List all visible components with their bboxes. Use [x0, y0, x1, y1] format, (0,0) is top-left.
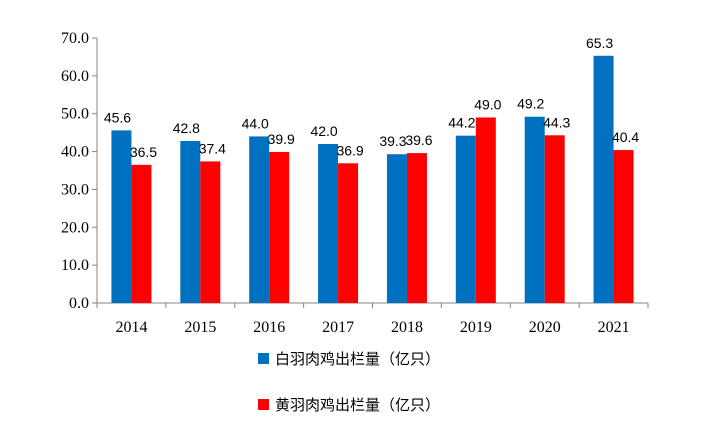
bar-yellow-feather [338, 163, 359, 303]
y-tick-label: 60.0 [61, 68, 89, 85]
x-tick-label: 2021 [598, 319, 630, 336]
bar-white-feather [318, 144, 339, 303]
data-label-white-feather: 65.3 [586, 35, 613, 51]
bar-yellow-feather [131, 164, 152, 303]
y-axis: 0.0 10.0 20.0 30.0 40.0 50.0 60.0 70.0 [61, 30, 98, 312]
bar-white-feather [593, 55, 614, 303]
data-label-white-feather: 44.2 [448, 115, 475, 131]
data-label-white-feather: 45.6 [104, 109, 131, 125]
bars [111, 55, 634, 303]
x-tick-label: 2016 [253, 319, 285, 336]
data-label-yellow-feather: 39.9 [268, 131, 295, 147]
y-tick-label: 10.0 [61, 257, 89, 274]
data-label-white-feather: 42.0 [310, 123, 337, 139]
bar-yellow-feather [613, 150, 634, 303]
data-label-white-feather: 42.8 [173, 120, 200, 136]
data-label-yellow-feather: 44.3 [543, 114, 570, 130]
y-tick-label: 40.0 [61, 144, 89, 161]
bar-white-feather [111, 130, 132, 303]
data-label-yellow-feather: 39.6 [405, 132, 432, 148]
data-label-white-feather: 44.0 [242, 115, 269, 131]
y-tick-label: 50.0 [61, 106, 89, 123]
bar-yellow-feather [200, 161, 221, 303]
bar-white-feather [249, 136, 270, 303]
x-tick-label: 2014 [115, 319, 147, 336]
y-tick-label: 70.0 [61, 30, 89, 47]
x-tick-label: 2015 [184, 319, 216, 336]
legend-label-yellow-feather: 黄羽肉鸡出栏量（亿只） [275, 396, 441, 414]
y-tick-label: 0.0 [69, 295, 89, 312]
data-label-yellow-feather: 36.5 [130, 144, 157, 160]
x-tick-label: 2020 [529, 319, 561, 336]
bar-white-feather [455, 135, 476, 303]
bar-yellow-feather [269, 151, 290, 303]
x-tick-label: 2019 [460, 319, 492, 336]
bar-yellow-feather [544, 135, 565, 303]
bar-white-feather [524, 116, 545, 303]
x-tick-label: 2017 [322, 319, 354, 336]
legend-item-yellow-feather: 黄羽肉鸡出栏量（亿只） [258, 394, 440, 415]
legend-swatch-white-feather [258, 353, 269, 364]
data-label-white-feather: 49.2 [517, 96, 544, 112]
data-label-white-feather: 39.3 [379, 133, 406, 149]
data-label-yellow-feather: 36.9 [336, 142, 363, 158]
bar-white-feather [180, 140, 201, 303]
bar-yellow-feather [475, 117, 496, 303]
data-label-yellow-feather: 49.0 [474, 97, 501, 113]
bar-white-feather [386, 154, 407, 303]
data-label-yellow-feather: 37.4 [199, 140, 226, 156]
data-label-yellow-feather: 40.4 [612, 129, 639, 145]
data-labels: 45.6 36.5 42.8 37.4 44.039.9 42.0 36.9 39.339.6… [104, 35, 640, 160]
x-tick-label: 2018 [391, 319, 423, 336]
legend-item-white-feather: 白羽肉鸡出栏量（亿只） [258, 348, 440, 369]
y-tick-label: 30.0 [61, 181, 89, 198]
legend-swatch-yellow-feather [258, 399, 269, 410]
bar-yellow-feather [406, 153, 427, 303]
y-tick-label: 20.0 [61, 219, 89, 236]
x-axis: 2014 2015 2016 2017 2018 2019 2020 2021 [96, 302, 649, 336]
legend-label-white-feather: 白羽肉鸡出栏量（亿只） [275, 350, 441, 368]
